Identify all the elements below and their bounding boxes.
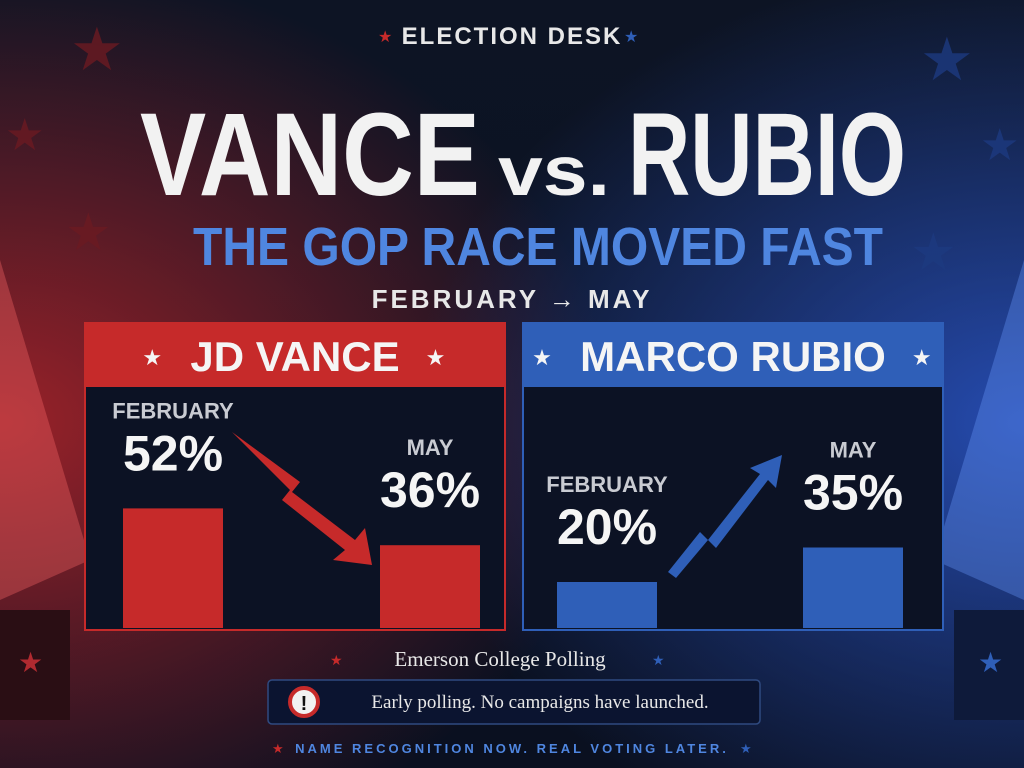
podium-star: ★ [18,647,43,678]
svg-text:★: ★ [980,121,1019,170]
value-label: 52% [123,425,223,481]
svg-text:★: ★ [910,224,957,282]
source: Emerson College Polling [394,647,606,671]
title-mid: vs. [498,132,610,210]
warning-icon [288,686,320,718]
source-star: ★ [330,652,343,668]
category-label: FEBRUARY [546,472,668,497]
kicker: ELECTION DESK [402,23,623,50]
title-left: VANCE [140,89,480,221]
note: Early polling. No campaigns have launche… [371,692,708,713]
down-arrow [232,432,372,565]
decor-stars-left: ★ ★ ★ [5,16,124,262]
panel-star: ★ [912,345,932,370]
source-star: ★ [652,652,665,668]
panel-star: ★ [142,345,162,370]
panel-title: JD VANCE [190,333,399,380]
light-rays [0,260,1024,600]
kicker-star: ★ [624,29,638,46]
bar [803,547,903,628]
title-right: RUBIO [628,89,906,221]
panel-star: ★ [426,345,446,370]
value-label: 35% [803,465,903,521]
value-label: 20% [557,499,657,555]
panel-star: ★ [532,345,552,370]
podium-star: ★ [978,647,1003,678]
category-label: MAY [830,438,877,463]
category-label: MAY [407,435,454,460]
bar [123,508,223,628]
tagline-star: ★ [272,741,284,756]
decor-stars-right: ★★★ [910,26,1019,282]
note-box [267,679,761,725]
podium-left [0,610,70,720]
warning-mark: ! [301,693,308,715]
svg-text:★: ★ [70,16,124,83]
date-range: FEBRUARY → MAY [372,284,653,314]
bar [557,582,657,628]
category-label: FEBRUARY [112,398,234,423]
up-arrow [668,455,782,578]
tagline-star: ★ [740,741,752,756]
tagline: NAME RECOGNITION NOW. REAL VOTING LATER. [295,741,729,756]
bar [380,545,480,628]
panel-header [85,323,505,387]
subtitle: THE GOP RACE MOVED FAST [193,217,883,277]
svg-text:★: ★ [920,26,974,93]
podium-right [954,610,1024,720]
svg-text:★: ★ [5,111,44,160]
panel-title: MARCO RUBIO [580,333,886,380]
panel-header [523,323,943,387]
kicker-star: ★ [378,29,392,46]
svg-text:★: ★ [65,204,112,262]
value-label: 36% [380,462,480,518]
